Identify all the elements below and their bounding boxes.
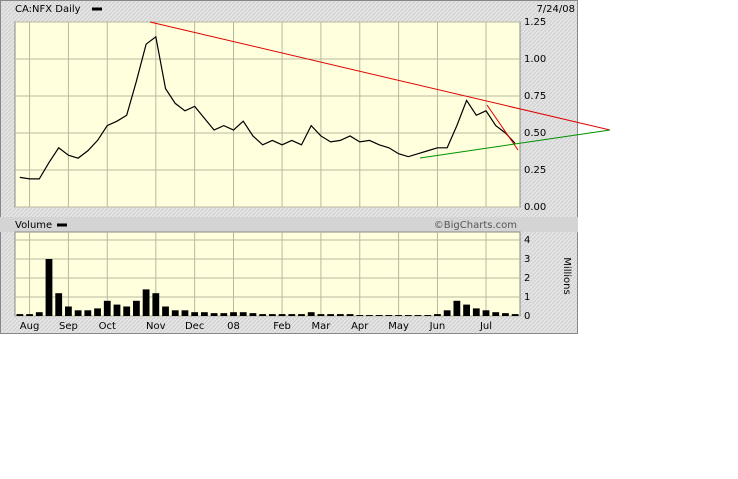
volume-title: Volume [15, 220, 52, 231]
x-tick-label: Mar [311, 321, 331, 332]
y-axis-label: Millions [561, 257, 572, 294]
volume-bar [443, 310, 451, 316]
trendline [419, 129, 611, 159]
volume-bar [511, 314, 519, 316]
volume-bar [336, 314, 344, 316]
volume-bar [463, 304, 470, 316]
price-plot [14, 21, 521, 208]
y-tick-label: 2 [524, 273, 530, 284]
volume-bar [414, 315, 422, 316]
volume-bar [404, 315, 412, 316]
volume-bar [35, 312, 43, 316]
x-tick-label: Jun [429, 321, 446, 332]
volume-bar [210, 313, 218, 316]
volume-bar [288, 314, 296, 316]
volume-bar [113, 304, 121, 316]
volume-bar [84, 310, 92, 316]
volume-bar [356, 315, 364, 316]
y-tick-label: 0.50 [524, 128, 546, 139]
x-tick-label: Aug [20, 321, 40, 332]
volume-strip [0, 217, 578, 232]
volume-bar [220, 313, 228, 316]
y-tick-label: 1.25 [524, 17, 546, 28]
x-tick-label: Dec [185, 321, 204, 332]
x-tick-label: 08 [227, 321, 240, 332]
volume-bar [171, 310, 179, 316]
y-tick-label: 0.00 [524, 202, 546, 213]
volume-bar [395, 315, 403, 316]
y-tick-label: 0 [524, 311, 530, 322]
volume-bar [249, 313, 257, 316]
volume-bar [259, 314, 267, 316]
date: 7/24/08 [536, 4, 575, 15]
x-tick-label: Jul [479, 321, 492, 332]
volume-bar [434, 314, 441, 316]
volume-bar [103, 300, 111, 316]
x-tick-label: Oct [99, 321, 116, 332]
trendline [149, 21, 611, 131]
x-tick-label: Nov [146, 321, 166, 332]
volume-bar [162, 306, 169, 316]
source: ©BigCharts.com [434, 220, 517, 231]
chart-title: CA:NFX Daily [15, 4, 81, 15]
volume-bar [191, 312, 199, 316]
volume-bar [472, 308, 480, 316]
volume-bar [502, 313, 509, 316]
y-tick-label: 0.75 [524, 91, 546, 102]
y-tick-label: 1 [524, 292, 530, 303]
volume-bar [65, 306, 72, 316]
y-tick-label: 1.00 [524, 54, 546, 65]
volume-bar [200, 312, 208, 316]
volume-bar [366, 315, 373, 316]
x-tick-label: Sep [59, 321, 78, 332]
volume-bar [26, 314, 33, 316]
volume-bar [385, 315, 393, 316]
volume-bar [142, 289, 150, 316]
x-tick-label: Apr [351, 321, 369, 332]
volume-bar [132, 300, 140, 316]
y-tick-label: 3 [524, 254, 530, 265]
volume-bar [327, 314, 335, 316]
volume-bar [346, 314, 354, 316]
volume-bar [181, 310, 189, 316]
volume-bar [482, 310, 490, 316]
volume-bar [307, 312, 315, 316]
volume-bar [123, 306, 131, 316]
trendline [486, 104, 519, 151]
volume-bar [317, 314, 325, 316]
volume-bar [375, 315, 383, 316]
volume-bar [298, 314, 305, 316]
volume-bar [453, 300, 461, 316]
volume-bar [74, 310, 82, 316]
volume-plot [14, 231, 521, 317]
volume-bar [424, 315, 432, 316]
x-tick-label: Feb [273, 321, 291, 332]
volume-bar [55, 293, 63, 316]
volume-bar [152, 293, 160, 316]
volume-bar [16, 314, 24, 316]
volume-bar [278, 314, 286, 316]
volume-bar [94, 308, 101, 316]
volume-bar [268, 314, 276, 316]
x-tick-label: May [388, 321, 409, 332]
price-line [19, 35, 516, 180]
volume-bar [230, 312, 237, 316]
volume-bar [239, 312, 247, 316]
volume-bar [45, 259, 53, 316]
y-tick-label: 4 [524, 235, 530, 246]
y-tick-label: 0.25 [524, 165, 546, 176]
volume-bar [492, 312, 500, 316]
